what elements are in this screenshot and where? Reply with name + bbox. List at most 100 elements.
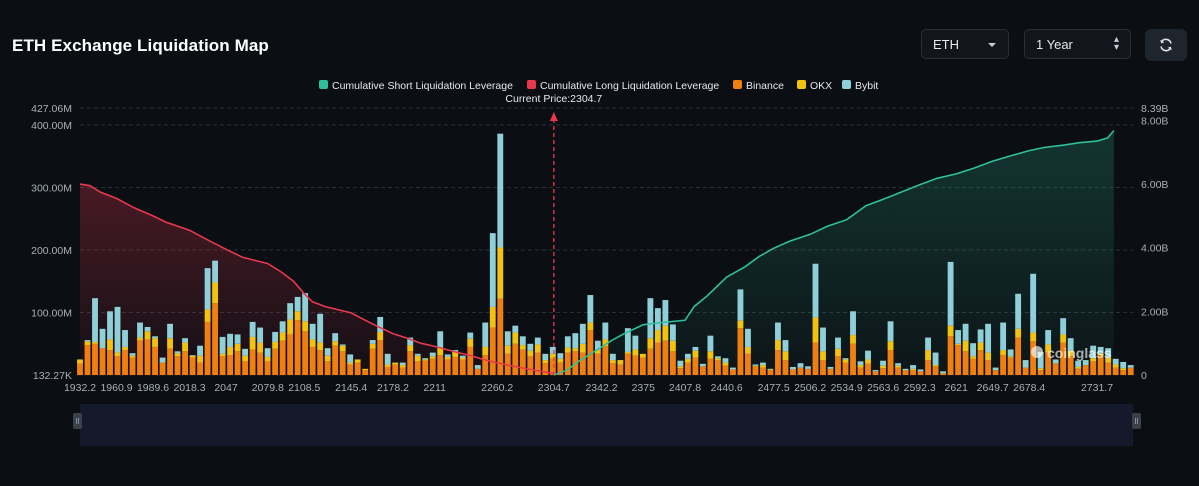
bar-bybit — [775, 322, 781, 341]
bar-binance — [564, 352, 571, 376]
bar-bybit — [782, 340, 789, 352]
bar-okx — [632, 349, 639, 356]
bar-bybit — [805, 366, 811, 369]
bar-binance — [1037, 370, 1044, 376]
refresh-button[interactable] — [1145, 29, 1187, 61]
bar-binance — [782, 360, 789, 376]
x-tick-label: 2079.8 — [252, 382, 284, 394]
bar-bybit — [684, 353, 691, 359]
bar-bybit — [309, 323, 316, 340]
bar-okx — [767, 369, 774, 371]
bar-binance — [842, 362, 849, 376]
bar-okx — [369, 343, 376, 349]
bar-binance — [775, 350, 781, 376]
bar-okx — [189, 355, 196, 358]
bar-binance — [1075, 368, 1082, 376]
bar-okx — [880, 365, 886, 369]
bar-okx — [812, 317, 819, 343]
bar-binance — [264, 361, 271, 376]
bar-binance — [1105, 362, 1112, 376]
refresh-icon — [1160, 38, 1172, 52]
bar-okx — [639, 353, 646, 358]
bar-bybit — [857, 361, 864, 366]
bar-bybit — [609, 353, 616, 361]
legend-label-bybit: Bybit — [855, 80, 878, 92]
bar-binance — [129, 357, 136, 376]
bar-bybit — [940, 371, 947, 374]
symbol-select[interactable]: ETH — [921, 29, 1009, 59]
bar-bybit — [820, 327, 826, 352]
zoom-slider-handle-left[interactable] — [73, 413, 82, 429]
bar-bybit — [294, 296, 301, 312]
bar-binance — [715, 360, 721, 376]
bar-bybit — [654, 308, 661, 331]
bar-binance — [482, 355, 489, 376]
bar-binance — [737, 328, 744, 376]
bar-binance — [692, 357, 699, 376]
coinglass-logo-icon — [1031, 346, 1043, 358]
bar-binance — [1120, 370, 1127, 376]
bar-binance — [219, 356, 226, 376]
bar-bybit — [377, 316, 384, 332]
legend-label-long: Cumulative Long Liquidation Leverage — [540, 80, 719, 92]
bar-bybit — [399, 362, 406, 366]
bar-binance — [609, 363, 616, 376]
bar-binance — [895, 367, 901, 376]
bar-binance — [587, 330, 594, 376]
bar-okx — [437, 347, 444, 356]
bar-binance — [557, 362, 564, 376]
bar-okx — [519, 345, 526, 350]
legend-swatch-binance — [733, 80, 742, 89]
bar-binance — [1067, 356, 1074, 376]
legend-swatch-short — [319, 80, 328, 89]
bar-okx — [384, 364, 391, 367]
bar-okx — [317, 342, 324, 351]
bar-okx — [174, 353, 181, 357]
bar-bybit — [925, 337, 931, 351]
bar-bybit — [835, 337, 841, 349]
bar-binance — [159, 362, 166, 376]
bar-okx — [1060, 334, 1067, 343]
bar-binance — [932, 366, 939, 376]
bar-binance — [872, 371, 879, 376]
bar-bybit — [497, 133, 504, 248]
bar-binance — [925, 360, 931, 376]
range-select[interactable]: 1 Year ▴ ▾ — [1024, 29, 1131, 59]
bar-binance — [745, 353, 751, 376]
x-tick-label: 2304.7 — [538, 382, 570, 394]
bar-okx — [737, 320, 744, 329]
bar-binance — [812, 342, 819, 376]
bar-okx — [392, 362, 399, 365]
bar-bybit — [970, 343, 977, 357]
bar-bybit — [932, 352, 939, 366]
bar-binance — [632, 355, 639, 376]
bar-okx — [850, 335, 856, 344]
bar-bybit — [1112, 358, 1119, 365]
bar-okx — [497, 247, 504, 299]
bar-binance — [144, 339, 151, 376]
bar-okx — [249, 336, 256, 350]
bar-binance — [137, 340, 143, 376]
x-tick-label: 2407.8 — [669, 382, 701, 394]
bar-bybit — [669, 324, 676, 341]
bar-bybit — [534, 337, 541, 345]
bar-okx — [692, 350, 699, 358]
bar-okx — [715, 358, 721, 361]
bar-okx — [197, 355, 203, 363]
bar-bybit — [1052, 359, 1059, 364]
bar-bybit — [730, 367, 736, 370]
bar-binance — [594, 353, 601, 376]
bar-binance — [790, 369, 796, 376]
bar-binance — [1000, 355, 1007, 376]
bar-bybit — [722, 358, 729, 363]
bar-binance — [302, 331, 309, 376]
bar-okx — [407, 345, 414, 352]
bar-bybit — [407, 337, 414, 346]
bar-bybit — [715, 356, 721, 359]
bar-binance — [850, 343, 856, 376]
bar-okx — [594, 350, 601, 354]
zoom-slider-handle-right[interactable] — [1132, 413, 1141, 429]
bar-binance — [639, 357, 646, 376]
bar-okx — [835, 348, 841, 357]
y-left-tick-label: 200.00M — [31, 245, 72, 257]
